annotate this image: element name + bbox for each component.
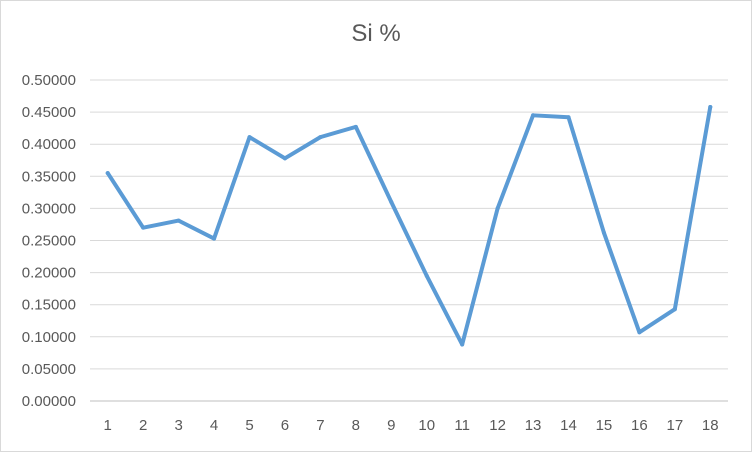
x-tick-label-5: 5 [245, 417, 253, 434]
x-tick-label-6: 6 [281, 417, 289, 434]
x-tick-label-9: 9 [387, 417, 395, 434]
series-line-0 [105, 104, 713, 347]
data-point-12 [495, 206, 500, 211]
x-tick-label-17: 17 [666, 417, 683, 434]
x-tick-label-14: 14 [560, 417, 577, 434]
x-tick-label-1: 1 [104, 417, 112, 434]
x-tick-label-15: 15 [596, 417, 613, 434]
x-tick-label-4: 4 [210, 417, 218, 434]
x-tick-label-8: 8 [352, 417, 360, 434]
data-point-1 [105, 171, 110, 176]
data-point-5 [247, 135, 252, 140]
data-point-7 [318, 135, 323, 140]
data-point-3 [176, 218, 181, 223]
data-point-4 [212, 236, 217, 241]
data-point-18 [708, 104, 713, 109]
x-tick-label-12: 12 [489, 417, 506, 434]
y-tick-label-7: 0.35000 [22, 168, 76, 185]
x-tick-label-2: 2 [139, 417, 147, 434]
y-tick-label-1: 0.05000 [22, 361, 76, 378]
data-point-15 [601, 230, 606, 235]
chart-title: Si % [351, 20, 401, 47]
y-tick-label-3: 0.15000 [22, 297, 76, 314]
data-point-17 [672, 307, 677, 312]
y-tick-label-6: 0.30000 [22, 200, 76, 217]
x-tick-label-11: 11 [454, 417, 470, 434]
data-point-10 [424, 273, 429, 278]
y-tick-label-2: 0.10000 [22, 329, 76, 346]
series-layer [105, 104, 713, 347]
y-tick-label-5: 0.25000 [22, 233, 76, 250]
data-point-13 [531, 113, 536, 118]
x-tick-label-3: 3 [174, 417, 182, 434]
data-point-6 [282, 156, 287, 161]
y-axis-tick-labels: 0.00000 0.05000 0.10000 0.15000 0.20000 0.250… [22, 72, 76, 410]
data-point-11 [460, 342, 465, 347]
x-tick-label-13: 13 [525, 417, 542, 434]
data-point-8 [353, 124, 358, 129]
x-tick-label-16: 16 [631, 417, 648, 434]
x-axis-tick-labels: 1 2 3 4 5 6 7 8 9 10 11 12 13 14 15 16 17 18 [104, 417, 719, 434]
y-tick-label-9: 0.45000 [22, 104, 76, 121]
x-tick-label-10: 10 [418, 417, 435, 434]
data-point-16 [637, 330, 642, 335]
y-tick-label-4: 0.20000 [22, 265, 76, 282]
data-point-14 [566, 115, 571, 120]
x-tick-label-7: 7 [316, 417, 324, 434]
data-point-9 [389, 199, 394, 204]
x-tick-label-18: 18 [702, 417, 719, 434]
y-tick-label-8: 0.40000 [22, 136, 76, 153]
y-tick-label-10: 0.50000 [22, 72, 76, 89]
y-tick-label-0: 0.00000 [22, 393, 76, 410]
data-point-2 [141, 225, 146, 230]
